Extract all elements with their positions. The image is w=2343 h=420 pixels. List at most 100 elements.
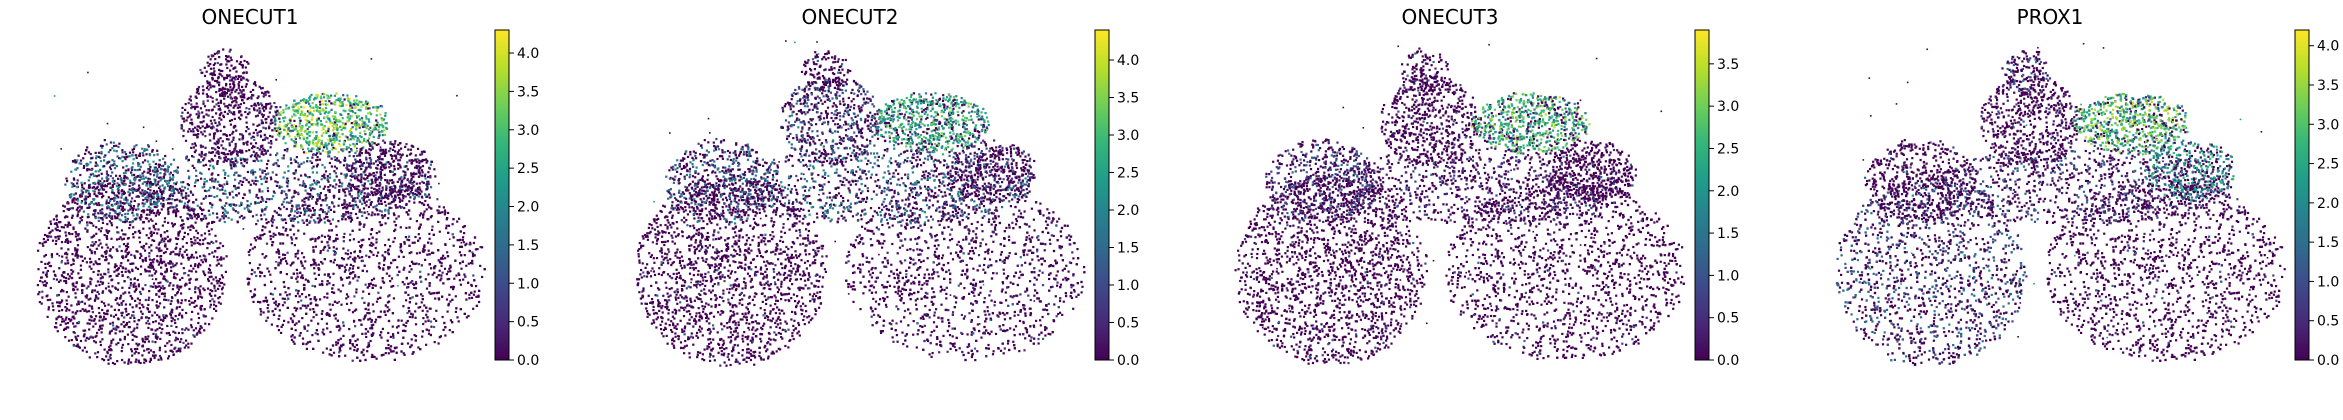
cell-point <box>111 159 114 162</box>
cell-point <box>356 205 359 208</box>
cell-point <box>362 238 365 241</box>
cell-point <box>122 192 125 195</box>
cell-point <box>135 342 138 345</box>
cell-point <box>333 253 336 256</box>
cell-point <box>292 219 295 222</box>
cell-point <box>189 277 192 280</box>
cell-point <box>147 177 150 180</box>
cell-point <box>345 293 349 296</box>
cell-point <box>290 242 293 245</box>
cell-point <box>284 229 287 232</box>
cell-point <box>361 269 364 272</box>
cell-point <box>402 268 405 271</box>
cell-point <box>121 209 125 212</box>
cell-point <box>412 351 415 354</box>
cell-point <box>159 258 162 261</box>
cell-point <box>172 158 176 161</box>
cell-point <box>289 158 292 161</box>
cell-point <box>405 321 408 324</box>
cell-point <box>431 225 434 228</box>
cell-point <box>160 273 164 276</box>
cell-point <box>95 187 99 190</box>
cell-point <box>64 231 67 234</box>
cell-point <box>207 88 210 91</box>
cell-point <box>163 260 166 263</box>
cell-point <box>414 316 417 319</box>
cell-point <box>345 302 349 305</box>
cell-point <box>218 277 221 281</box>
cell-point <box>428 253 431 256</box>
cell-point <box>115 297 118 300</box>
cell-point <box>413 334 416 337</box>
cell-point <box>305 306 308 310</box>
cell-point <box>285 181 288 184</box>
cell-point <box>335 343 338 346</box>
cell-point <box>94 341 97 344</box>
cell-point <box>171 262 174 265</box>
cell-point <box>377 315 380 319</box>
cell-point <box>202 314 205 317</box>
cell-point <box>110 224 113 227</box>
cell-point <box>165 269 168 272</box>
cell-point <box>109 248 112 251</box>
cell-point <box>297 249 300 252</box>
cell-point <box>67 262 70 265</box>
cell-point <box>195 256 199 259</box>
cell-point <box>337 288 340 291</box>
cell-point <box>148 209 151 212</box>
cell-point <box>142 244 145 248</box>
cell-point <box>134 360 137 363</box>
cell-point <box>164 316 167 319</box>
cell-point <box>79 309 82 313</box>
cell-point <box>199 325 202 328</box>
cell-point <box>338 351 341 354</box>
cell-point <box>452 285 455 289</box>
cell-point <box>224 192 227 195</box>
cell-point <box>44 283 47 286</box>
cell-point <box>129 181 132 184</box>
cell-point <box>272 297 275 300</box>
cell-point <box>148 255 151 258</box>
cell-point <box>357 240 360 243</box>
cell-point <box>367 205 371 209</box>
cell-point <box>362 225 365 228</box>
cell-point <box>314 332 317 335</box>
cell-point <box>142 191 145 194</box>
cell-point <box>255 152 258 155</box>
cell-point <box>237 211 240 214</box>
cell-point <box>217 262 220 265</box>
cell-point <box>295 268 298 271</box>
cell-point <box>124 172 127 175</box>
cell-point <box>179 189 183 192</box>
cell-point <box>210 194 213 197</box>
cell-point <box>335 159 339 162</box>
cell-point <box>112 192 115 195</box>
cell-point <box>136 169 139 172</box>
cell-point <box>285 193 288 196</box>
cell-point <box>110 197 113 200</box>
cell-point <box>188 287 191 291</box>
cell-point <box>108 346 111 349</box>
cell-point <box>231 190 234 193</box>
cell-point <box>456 239 459 242</box>
cell-point <box>409 192 412 195</box>
cell-point <box>103 251 107 254</box>
cell-point <box>364 332 367 335</box>
cell-point <box>254 104 257 107</box>
cell-point <box>354 200 357 203</box>
cell-point <box>182 223 185 226</box>
cell-point <box>125 248 128 251</box>
cell-point <box>176 299 179 302</box>
cell-point <box>218 84 221 87</box>
cell-point <box>302 221 305 224</box>
cell-point <box>143 202 146 205</box>
cell-point <box>141 152 144 155</box>
cell-point <box>421 335 424 338</box>
cell-point <box>208 233 211 236</box>
cell-point <box>420 293 423 296</box>
cell-point <box>46 238 49 241</box>
cell-point <box>291 334 294 337</box>
cell-point <box>348 239 352 242</box>
cell-point <box>189 225 192 228</box>
cell-point <box>248 189 251 192</box>
